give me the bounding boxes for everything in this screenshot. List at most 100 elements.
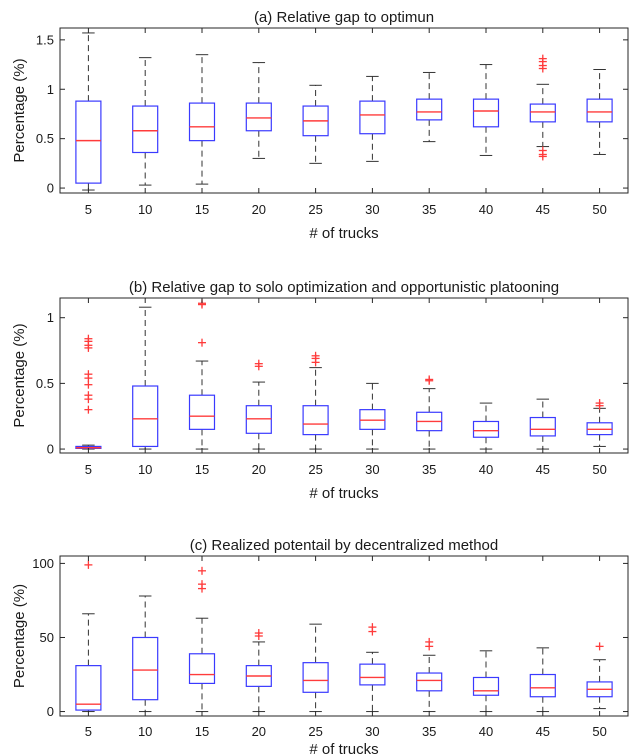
- box-5: [75, 560, 102, 713]
- chart-title: (c) Realized potentail by decentralized …: [190, 537, 499, 554]
- box-50: [586, 642, 613, 710]
- y-axis-label: Percentage (%): [11, 323, 28, 427]
- y-tick-label: 1.5: [36, 32, 54, 47]
- box-5: [75, 32, 102, 191]
- box-30: [359, 623, 386, 713]
- box-5: [75, 334, 102, 450]
- x-tick-label: 40: [479, 202, 493, 217]
- chart-panel-1: (b) Relative gap to solo optimization an…: [11, 279, 629, 502]
- x-tick-label: 25: [308, 724, 322, 739]
- x-axis-label: # of trucks: [309, 485, 378, 502]
- outlier-point: [84, 380, 93, 389]
- box-10: [132, 595, 159, 713]
- outlier-point: [254, 362, 263, 371]
- x-tick-label: 25: [308, 202, 322, 217]
- iqr-box: [472, 98, 500, 128]
- iqr-box: [188, 653, 216, 685]
- iqr-box: [302, 662, 329, 693]
- iqr-box: [472, 420, 500, 438]
- box-40: [472, 64, 500, 156]
- outlier-point: [198, 338, 206, 347]
- x-tick-label: 35: [422, 724, 436, 739]
- x-tick-label: 5: [85, 462, 92, 477]
- x-tick-label: 15: [195, 462, 209, 477]
- box-10: [132, 306, 159, 450]
- chart-title: (b) Relative gap to solo optimization an…: [129, 279, 559, 296]
- iqr-box: [75, 665, 102, 711]
- iqr-box: [529, 416, 556, 437]
- x-tick-label: 15: [195, 202, 209, 217]
- iqr-box: [529, 673, 556, 698]
- outlier-point: [254, 632, 263, 640]
- x-tick-label: 35: [422, 462, 436, 477]
- x-tick-label: 20: [252, 724, 266, 739]
- axes-frame: [59, 555, 629, 717]
- outlier-point: [84, 405, 93, 414]
- x-tick-label: 40: [479, 724, 493, 739]
- box-15: [188, 299, 216, 450]
- iqr-box: [245, 102, 272, 132]
- iqr-box: [586, 98, 613, 123]
- x-tick-label: 45: [536, 724, 550, 739]
- iqr-box: [132, 636, 159, 701]
- iqr-box: [472, 676, 500, 696]
- outlier-point: [425, 642, 434, 651]
- x-tick-label: 20: [252, 202, 266, 217]
- y-tick-label: 0: [47, 704, 54, 719]
- box-10: [132, 57, 159, 186]
- y-tick-label: 100: [32, 556, 54, 571]
- iqr-box: [302, 405, 329, 436]
- x-tick-label: 50: [592, 724, 606, 739]
- axes-frame: [59, 27, 629, 194]
- y-axis-label: Percentage (%): [11, 584, 28, 688]
- x-tick-label: 15: [195, 724, 209, 739]
- iqr-box: [529, 103, 556, 123]
- x-axis-label: # of trucks: [309, 741, 378, 756]
- x-tick-label: 30: [365, 462, 379, 477]
- axes-frame: [59, 297, 629, 454]
- x-tick-label: 45: [536, 202, 550, 217]
- x-tick-label: 45: [536, 462, 550, 477]
- box-45: [529, 398, 556, 450]
- outlier-point: [595, 401, 604, 410]
- x-tick-label: 10: [138, 724, 152, 739]
- iqr-box: [359, 100, 386, 135]
- box-30: [359, 382, 386, 450]
- y-tick-label: 0: [47, 181, 54, 196]
- y-tick-label: 0.5: [36, 376, 54, 391]
- outlier-point: [84, 560, 93, 569]
- y-tick-label: 0.5: [36, 131, 54, 146]
- box-15: [188, 54, 216, 185]
- box-50: [586, 68, 613, 155]
- box-50: [586, 399, 613, 447]
- x-tick-label: 30: [365, 202, 379, 217]
- iqr-box: [132, 105, 159, 154]
- y-tick-label: 1: [47, 310, 54, 325]
- outlier-point: [425, 376, 434, 385]
- box-15: [188, 566, 216, 713]
- outlier-point: [595, 642, 604, 651]
- x-tick-label: 20: [252, 462, 266, 477]
- x-tick-label: 10: [138, 462, 152, 477]
- x-tick-label: 5: [85, 724, 92, 739]
- x-tick-label: 25: [308, 462, 322, 477]
- outlier-point: [311, 358, 320, 367]
- y-tick-label: 0: [47, 442, 54, 457]
- box-25: [302, 84, 329, 164]
- y-axis-label: Percentage (%): [11, 58, 28, 162]
- box-30: [359, 75, 386, 162]
- chart-panel-2: (c) Realized potentail by decentralized …: [11, 537, 629, 756]
- iqr-box: [75, 100, 102, 184]
- outlier-point: [84, 395, 93, 404]
- chart-title: (a) Relative gap to optimun: [254, 9, 434, 26]
- box-35: [416, 375, 443, 450]
- box-20: [245, 629, 272, 713]
- iqr-box: [188, 102, 216, 142]
- iqr-box: [359, 663, 386, 686]
- outlier-point: [368, 627, 377, 636]
- box-40: [472, 402, 500, 450]
- x-tick-label: 5: [85, 202, 92, 217]
- outlier-point: [198, 566, 206, 575]
- outlier-point: [538, 152, 547, 161]
